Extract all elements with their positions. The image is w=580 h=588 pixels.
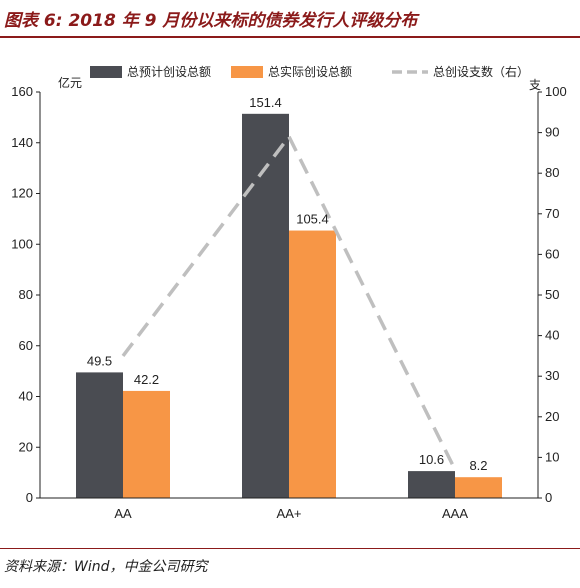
right-tick-label: 40 (545, 328, 559, 343)
chart-title: 图表 6: 2018 年 9 月份以来标的债券发行人评级分布 (4, 11, 418, 31)
left-tick-label: 80 (19, 287, 33, 302)
bar (408, 471, 455, 498)
x-tick-label: AA+ (277, 506, 302, 521)
data-label: 151.4 (249, 95, 282, 110)
bar (242, 113, 289, 498)
right-tick-label: 70 (545, 206, 559, 221)
legend-swatch (90, 66, 122, 78)
data-label: 42.2 (134, 372, 159, 387)
right-tick-label: 50 (545, 287, 559, 302)
left-tick-label: 160 (11, 84, 33, 99)
right-axis-unit: 支 (529, 78, 541, 92)
right-axis: 0 10 20 30 40 50 60 70 80 90 100 支 (529, 78, 567, 505)
data-label: 10.6 (419, 452, 444, 467)
data-labels: 49.5 151.4 10.6 42.2 105.4 8.2 (87, 95, 488, 473)
legend-label: 总实际创设总额 (268, 64, 352, 79)
x-tick-label: AA (114, 506, 132, 521)
left-tick-label: 140 (11, 135, 33, 150)
left-axis-unit: 亿元 (58, 75, 82, 90)
legend-label: 总创设支数（右） (433, 64, 529, 79)
x-axis: AA AA+ AAA (40, 497, 538, 521)
right-tick-label: 10 (545, 449, 559, 464)
left-tick-label: 40 (19, 389, 33, 404)
right-tick-label: 80 (545, 165, 559, 180)
right-tick-label: 60 (545, 246, 559, 261)
left-tick-label: 120 (11, 186, 33, 201)
legend: 总预计创设总额 总实际创设总额 总创设支数（右） (90, 64, 529, 79)
right-tick-label: 90 (545, 125, 559, 140)
left-tick-label: 20 (19, 439, 33, 454)
data-label: 8.2 (469, 458, 487, 473)
right-tick-label: 100 (545, 84, 567, 99)
left-tick-label: 100 (11, 236, 33, 251)
bar (289, 230, 336, 499)
bar (455, 477, 502, 498)
left-tick-label: 0 (26, 490, 33, 505)
legend-swatch (231, 66, 263, 78)
right-tick-label: 20 (545, 409, 559, 424)
footer-rule (0, 548, 580, 549)
left-tick-label: 60 (19, 338, 33, 353)
x-tick-label: AAA (442, 506, 468, 521)
bar (76, 372, 123, 498)
right-tick-label: 30 (545, 368, 559, 383)
data-label: 105.4 (296, 212, 329, 227)
bars (76, 113, 502, 499)
legend-label: 总预计创设总额 (127, 65, 211, 79)
right-tick-label: 0 (545, 490, 552, 505)
title-rule (0, 36, 580, 38)
bar (123, 390, 170, 498)
line-series (121, 133, 457, 471)
data-label: 49.5 (87, 353, 112, 368)
source-note: 资料来源：Wind，中金公司研究 (4, 559, 208, 575)
left-axis: 0 20 40 60 80 100 120 140 160 亿元 (11, 75, 82, 505)
